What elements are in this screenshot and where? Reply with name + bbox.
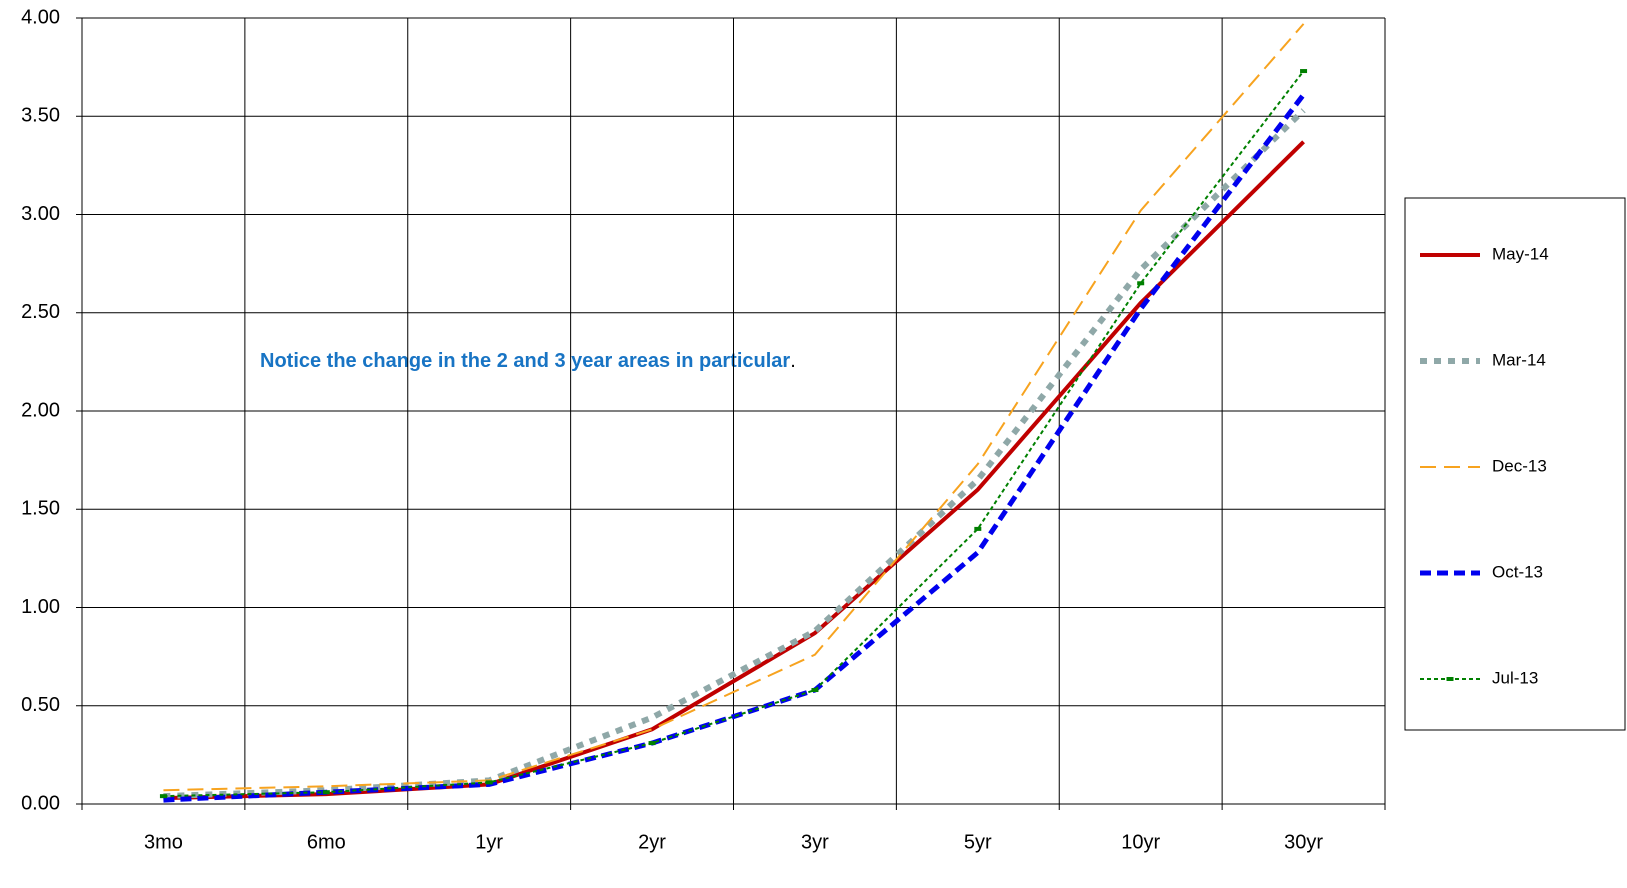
y-tick-label: 1.00 xyxy=(21,596,60,618)
y-tick-label: 0.00 xyxy=(21,792,60,814)
series-line xyxy=(163,108,1306,800)
series-line xyxy=(163,70,1305,798)
legend-label: Jul-13 xyxy=(1492,668,1538,687)
x-tick-label: 6mo xyxy=(307,831,346,853)
y-tick-label: 1.50 xyxy=(21,498,60,520)
point-marker xyxy=(1137,281,1145,286)
y-tick-label: 3.00 xyxy=(21,203,60,225)
legend-label: Dec-13 xyxy=(1492,456,1547,475)
y-tick-label: 3.50 xyxy=(21,105,60,127)
annotation: Notice the change in the 2 and 3 year ar… xyxy=(260,350,796,372)
point-marker xyxy=(485,780,493,785)
legend-marker xyxy=(1446,677,1454,681)
series-line xyxy=(163,23,1305,792)
point-marker xyxy=(648,741,656,746)
legend-label: May-14 xyxy=(1492,244,1549,263)
x-tick-label: 30yr xyxy=(1284,831,1323,853)
x-tick-label: 10yr xyxy=(1121,831,1160,853)
y-tick-label: 0.50 xyxy=(21,694,60,716)
point-marker xyxy=(811,688,819,693)
point-marker xyxy=(322,790,330,795)
point-marker xyxy=(1300,69,1308,74)
x-tick-label: 3yr xyxy=(801,831,829,853)
legend-label: Oct-13 xyxy=(1492,562,1543,581)
y-tick-label: 2.00 xyxy=(21,399,60,421)
y-tick-label: 2.50 xyxy=(21,301,60,323)
annotation-text: Notice the change in the 2 and 3 year ar… xyxy=(260,350,790,372)
x-tick-label: 3mo xyxy=(144,831,183,853)
annotation-end: . xyxy=(790,350,796,372)
point-marker xyxy=(974,526,982,531)
y-tick-label: 4.00 xyxy=(21,6,60,28)
x-tick-label: 1yr xyxy=(475,831,503,853)
x-tick-label: 2yr xyxy=(638,831,666,853)
point-marker xyxy=(159,794,167,799)
legend-box xyxy=(1404,197,1626,731)
legend-label: Mar-14 xyxy=(1492,350,1546,369)
x-tick-label: 5yr xyxy=(964,831,992,853)
